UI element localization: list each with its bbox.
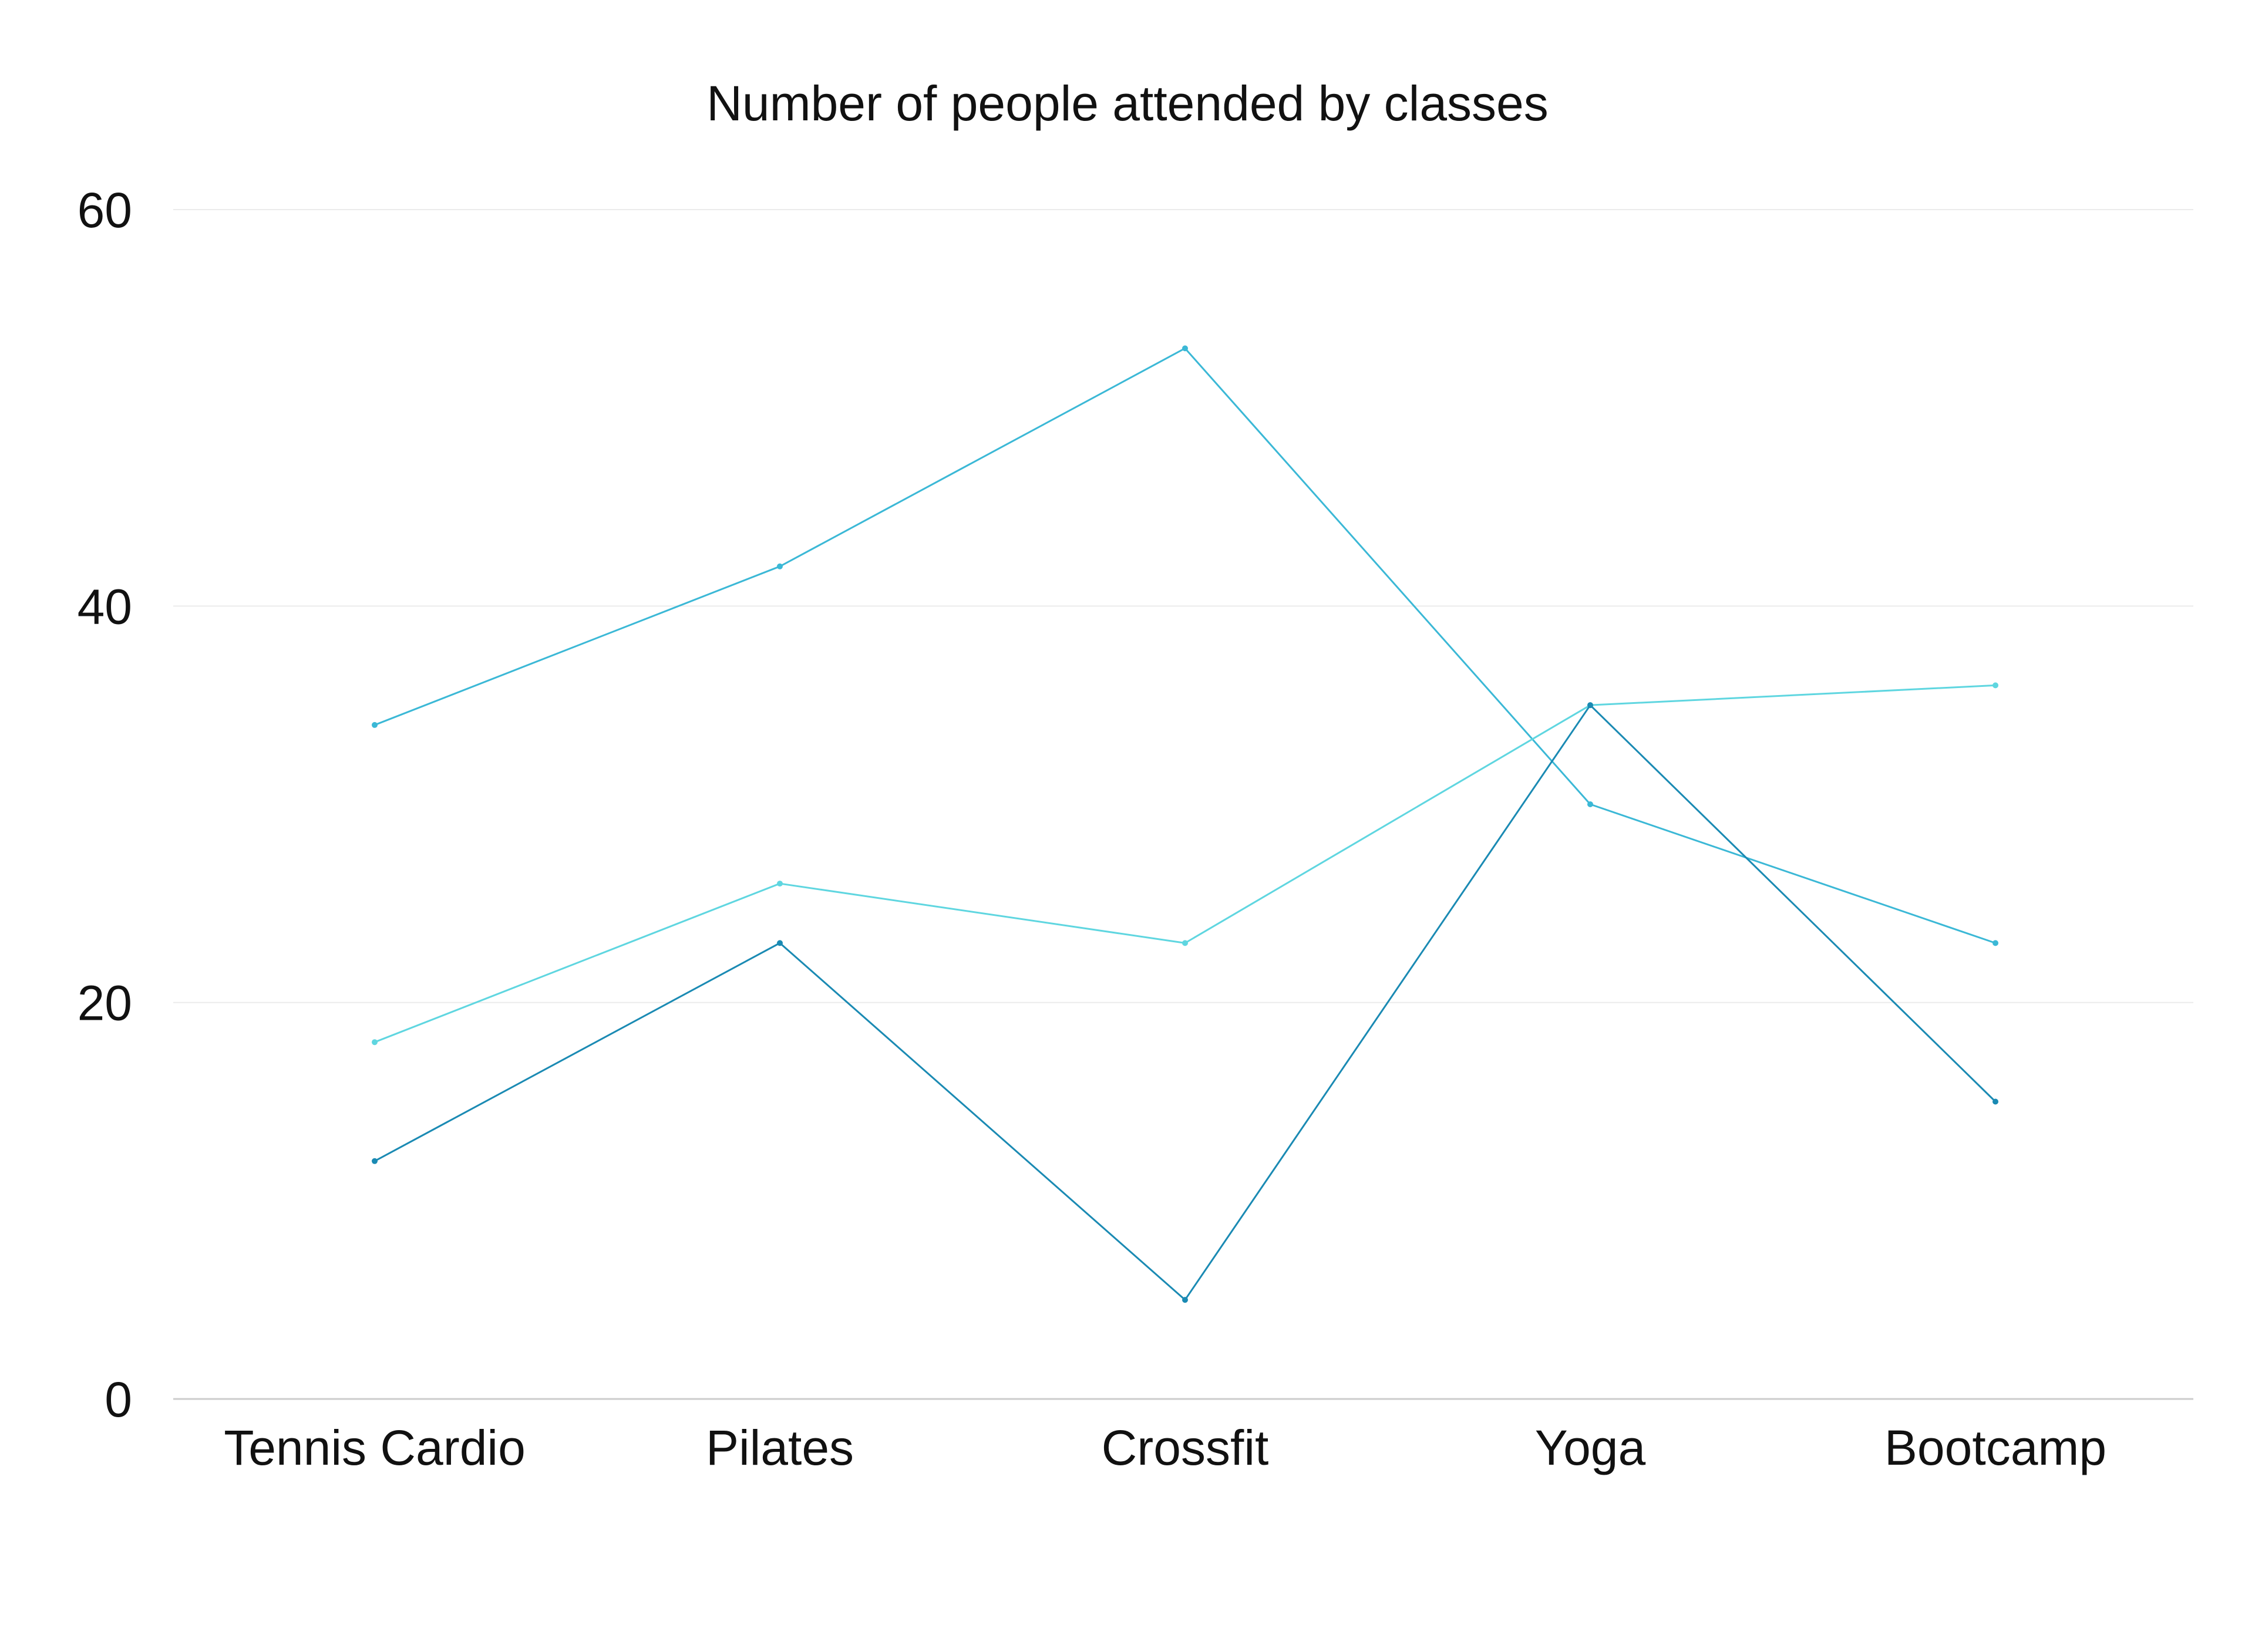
data-point (1182, 940, 1188, 946)
chart-title: Number of people attended by classes (706, 76, 1549, 131)
data-point (1587, 801, 1593, 807)
y-tick-label: 0 (105, 1372, 132, 1427)
y-tick-label: 40 (78, 579, 132, 634)
data-point (1993, 682, 1998, 689)
x-tick-label: Crossfit (1102, 1420, 1269, 1475)
gridlines (173, 209, 2193, 1400)
x-tick-label: Bootcamp (1884, 1420, 2106, 1475)
series-line (374, 347, 1996, 944)
data-point (372, 722, 378, 728)
series-lines (372, 345, 1998, 1303)
series-2 (372, 682, 1998, 1046)
y-axis-tick-labels: 0 20 40 60 (78, 183, 132, 1427)
x-axis-tick-labels: Tennis Cardio Pilates Crossfit Yoga Bootcamp (224, 1420, 2106, 1475)
y-tick-label: 60 (78, 183, 132, 238)
data-point (1993, 940, 1998, 946)
data-point (777, 940, 783, 946)
series-3 (372, 702, 1998, 1303)
data-point (1587, 702, 1593, 709)
series-1 (372, 345, 1998, 946)
data-point (1182, 1297, 1188, 1303)
data-point (1993, 1098, 1998, 1105)
x-tick-label: Yoga (1535, 1420, 1646, 1475)
data-point (372, 1039, 378, 1046)
x-tick-label: Tennis Cardio (224, 1420, 526, 1475)
y-tick-label: 20 (78, 976, 132, 1031)
data-point (777, 563, 783, 569)
x-tick-label: Pilates (706, 1420, 854, 1475)
data-point (777, 881, 783, 887)
data-point (1182, 345, 1188, 352)
data-point (372, 1158, 378, 1164)
